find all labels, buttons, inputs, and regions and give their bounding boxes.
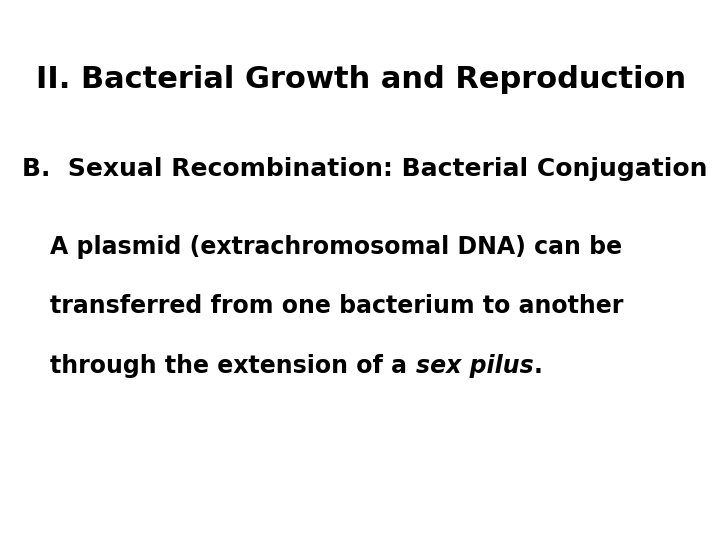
- Text: sex pilus: sex pilus: [415, 354, 534, 377]
- Text: A plasmid (extrachromosomal DNA) can be: A plasmid (extrachromosomal DNA) can be: [50, 235, 623, 259]
- Text: transferred from one bacterium to another: transferred from one bacterium to anothe…: [50, 294, 624, 318]
- Text: .: .: [534, 354, 542, 377]
- Text: B.  Sexual Recombination: Bacterial Conjugation: B. Sexual Recombination: Bacterial Conju…: [22, 157, 707, 180]
- Text: II. Bacterial Growth and Reproduction: II. Bacterial Growth and Reproduction: [36, 65, 686, 94]
- Text: through the extension of a: through the extension of a: [50, 354, 415, 377]
